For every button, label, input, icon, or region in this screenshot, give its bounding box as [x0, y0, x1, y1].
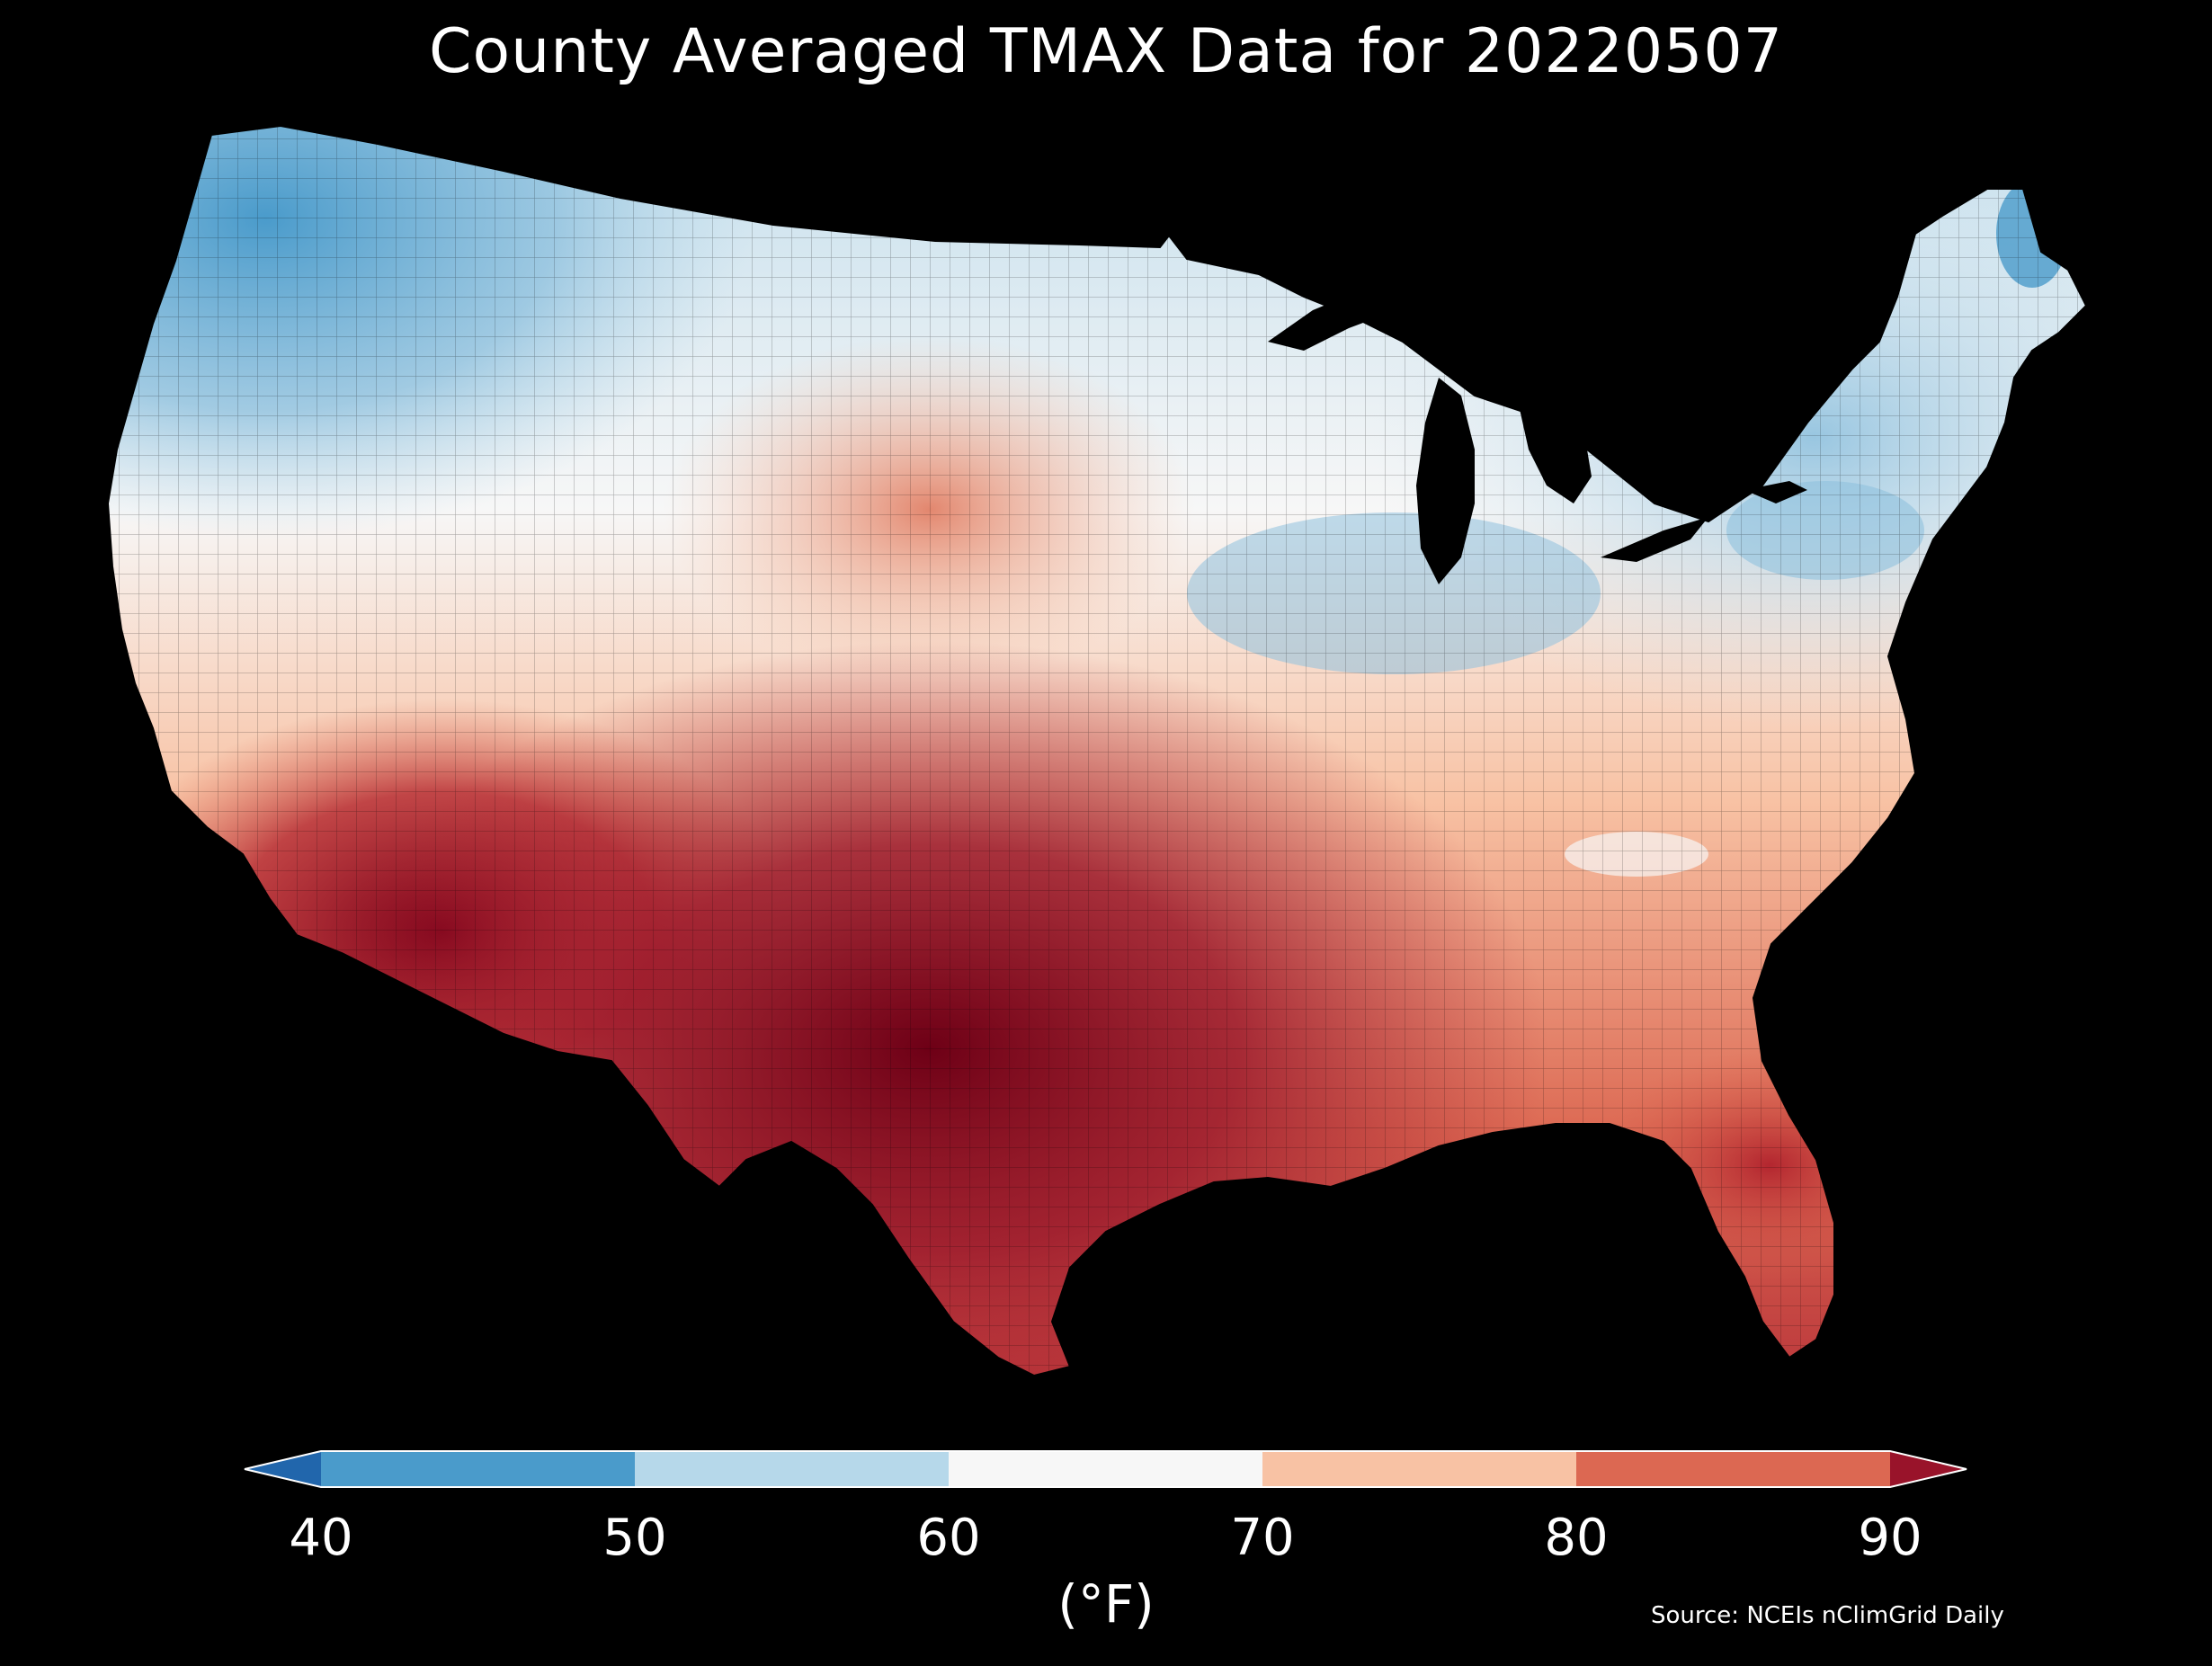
colorbar-tick: 50: [602, 1509, 667, 1567]
colorbar-tick: 40: [289, 1509, 353, 1567]
source-note: Source: NCEIs nClimGrid Daily: [1651, 1602, 2004, 1629]
colorbar-extend-high: [1890, 1451, 1967, 1487]
colorbar-unit-label: (°F): [1057, 1573, 1155, 1635]
colorbar-tick: 90: [1858, 1509, 1922, 1567]
colorbar-tick: 60: [916, 1509, 981, 1567]
colorbar-bin: [949, 1451, 1262, 1487]
colorbar-bin: [635, 1451, 949, 1487]
temperature-field: [108, 126, 2086, 1376]
colorbar: [244, 1450, 1967, 1488]
colorbar-outline: [244, 1450, 1967, 1488]
colorbar-bin: [321, 1451, 635, 1487]
lake-ontario: [1744, 481, 1807, 503]
colorbar-tick: 70: [1230, 1509, 1295, 1567]
colorbar-bin: [1262, 1451, 1576, 1487]
colorbar-bin: [1576, 1451, 1890, 1487]
lake-superior: [1268, 274, 1439, 351]
lake-huron: [1511, 369, 1592, 503]
us-county-map: [107, 125, 2087, 1376]
great-lakes: [1268, 274, 1807, 584]
map-title: County Averaged TMAX Data for 20220507: [429, 16, 1783, 87]
lake-michigan: [1416, 378, 1475, 584]
lake-erie: [1601, 517, 1708, 562]
colorbar-extend-low: [245, 1451, 321, 1487]
map-area: [107, 125, 2087, 1488]
colorbar-tick: 80: [1544, 1509, 1609, 1567]
